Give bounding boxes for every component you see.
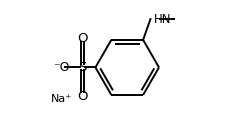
Text: S: S	[78, 61, 86, 74]
Text: O: O	[77, 32, 87, 45]
Text: Na⁺: Na⁺	[51, 94, 72, 104]
Text: ⁻O: ⁻O	[53, 61, 70, 74]
Text: HN: HN	[153, 13, 170, 26]
Text: O: O	[77, 90, 87, 103]
